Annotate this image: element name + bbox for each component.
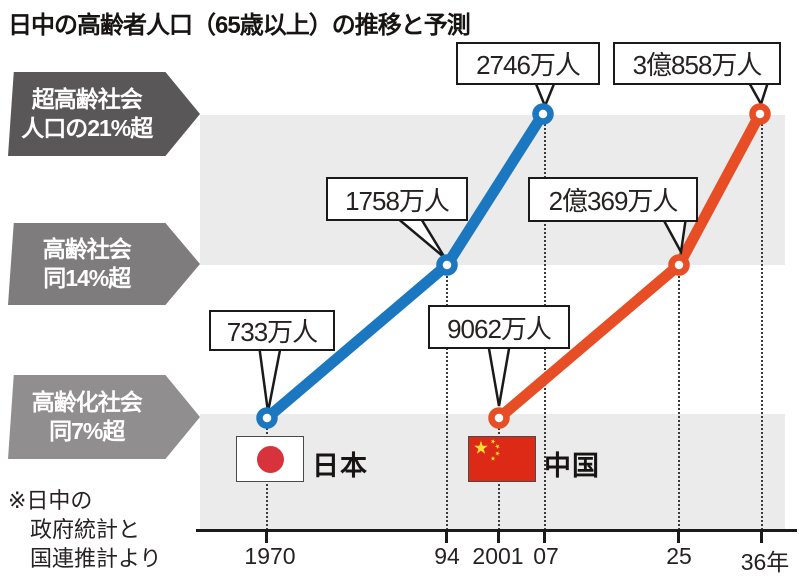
japan-point-2007: [532, 103, 554, 125]
threshold-aged-percent: 同14%超: [43, 265, 131, 291]
source-note-line2: 政府統計と: [30, 517, 141, 543]
tick-2001: [497, 531, 500, 543]
tick-36: [760, 531, 763, 543]
china-line: [495, 111, 765, 423]
x-axis: [196, 529, 797, 532]
guide-line-2025: [678, 267, 680, 530]
callout-china-2036: 3億858万人: [613, 42, 781, 85]
china-point-2036: [749, 103, 771, 125]
threshold-label-aged: 高齢社会 同14%超: [8, 223, 200, 305]
japan-flag: [236, 436, 304, 482]
tick-1970: [265, 531, 268, 543]
legend-china-label: 中国: [544, 451, 600, 481]
tick-25: [677, 531, 680, 543]
x-label-36: 36年: [740, 549, 790, 575]
x-label-2001: 2001: [472, 543, 524, 569]
threshold-aging-name: 高齢化社会: [31, 388, 143, 415]
pointer-china-2025: [659, 215, 688, 256]
chart-title: 日中の高齢者人口（65歳以上）の推移と予測: [8, 12, 471, 39]
x-label-25: 25: [666, 543, 692, 569]
threshold-label-super-aged: 超高齢社会 人口の21%超: [8, 72, 200, 156]
china-flag: [468, 436, 536, 482]
callout-japan-1994: 1758万人: [326, 177, 468, 221]
japan-point-1970: [256, 407, 278, 429]
x-label-1970: 1970: [244, 543, 296, 569]
x-label-94: 94: [434, 543, 460, 569]
china-point-2025: [668, 254, 690, 276]
pointer-china-2001: [486, 341, 512, 407]
callout-japan-1970: 733万人: [209, 310, 335, 351]
china-flag-stars-icon: [474, 439, 501, 461]
threshold-aging-percent: 同7%超: [49, 418, 125, 444]
guide-line-2036: [761, 117, 763, 530]
threshold-aged-name: 高齢社会: [42, 235, 132, 262]
callout-china-2025: 2億369万人: [528, 177, 698, 222]
japan-point-1994: [436, 254, 458, 276]
china-point-2001: [488, 407, 510, 429]
threshold-super-aged-name: 超高齢社会: [31, 85, 143, 112]
legend-japan-label: 日本: [312, 451, 368, 481]
source-note: ※日中の 政府統計と 国連推計より: [8, 486, 162, 573]
threshold-super-aged-percent: 人口の21%超: [21, 115, 153, 141]
source-note-line3: 国連推計より: [30, 546, 162, 572]
tick-07: [543, 531, 546, 543]
callout-japan-2007: 2746万人: [456, 42, 600, 85]
threshold-label-aging: 高齢化社会 同7%超: [8, 375, 200, 459]
pointer-japan-1994: [392, 215, 447, 259]
japan-flag-sun-icon: [256, 445, 284, 473]
guide-line-1994: [446, 267, 448, 530]
tick-94: [445, 531, 448, 543]
callout-china-2001: 9062万人: [428, 305, 570, 349]
source-note-line1: ※日中の: [8, 488, 93, 513]
x-label-07: 07: [533, 543, 559, 569]
